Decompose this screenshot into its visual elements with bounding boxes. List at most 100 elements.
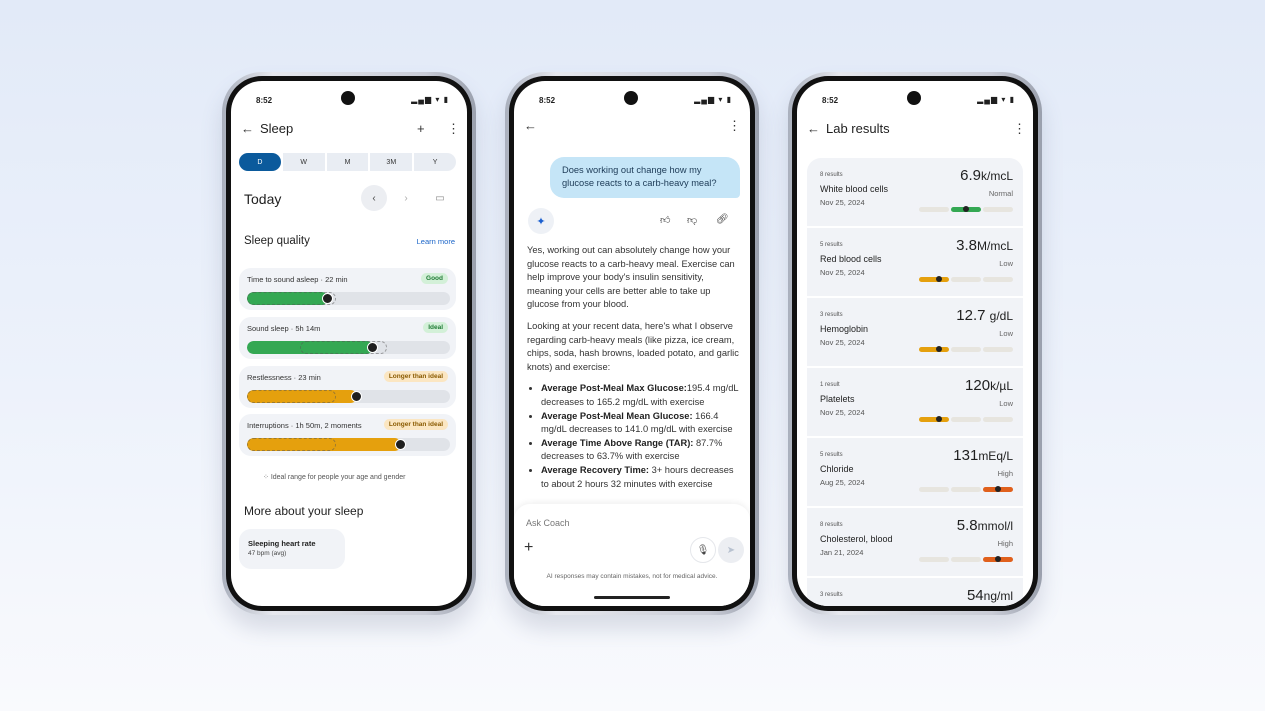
range-indicator [919,276,1013,282]
tab-m[interactable]: M [326,153,369,171]
value-number: 12.7 [956,307,990,324]
value-unit: g/dL [989,309,1013,323]
thumbs-down-icon[interactable]: 👎︎ [687,215,698,226]
range-segment [919,207,949,212]
back-arrow-icon[interactable]: ← [241,121,254,136]
back-arrow-icon[interactable]: ← [807,121,820,136]
lab-result-card[interactable]: 3 results 54ng/ml [807,578,1023,606]
value-unit: k/mcL [980,169,1013,183]
response-paragraph: Yes, working out can absolutely change h… [527,245,735,310]
lab-result-card[interactable]: 5 results Red blood cells Nov 25, 2024 3… [807,228,1023,296]
bullet-item: Average Post-Meal Mean Glucose: 166.4 mg… [541,410,739,437]
lab-result-card[interactable]: 1 result Platelets Nov 25, 2024 120k/µL … [807,368,1023,436]
sleeping-heart-rate-card[interactable]: Sleeping heart rate 47 bpm (avg) [239,529,345,569]
user-message-bubble: Does working out change how my glucose r… [550,157,740,198]
range-marker [995,486,1001,492]
value-unit: M/mcL [977,239,1013,253]
sleep-metric-card[interactable]: Restlessness · 23 min Longer than ideal [239,366,456,408]
status-time: 8:52 [539,96,556,105]
bullet-heading: Average Post-Meal Max Glucose: [541,383,687,394]
sleep-metric-card[interactable]: Time to sound asleep · 22 min Good [239,268,456,310]
bullet-item: Average Time Above Range (TAR): 87.7% de… [541,437,739,464]
tab-3m[interactable]: 3M [370,153,413,171]
learn-more-link[interactable]: Learn more [416,237,455,246]
send-icon[interactable]: ➤ [718,537,744,563]
range-marker [935,416,942,422]
status-icons: ▂▄▆ ▾ ▮ [694,95,732,104]
link-icon[interactable]: 🔗︎ [716,214,729,225]
result-count: 3 results [820,592,843,598]
chevron-right-icon: › [404,192,408,204]
metric-fill [247,438,402,451]
lab-date: Jan 21, 2024 [820,548,864,557]
thumbs-up-icon[interactable]: 👍︎ [660,215,671,226]
tab-d[interactable]: D [239,153,281,171]
metric-fill [247,341,373,354]
result-count: 1 result [820,382,840,388]
lab-name: Cholesterol, blood [820,534,893,544]
add-icon[interactable]: + [417,121,425,136]
sleep-screen: 8:52 ▂▄▆ ▾ ▮ ← Sleep + ⋮ D W M 3M Y Toda… [231,81,467,606]
metric-fill [247,292,329,305]
metric-label: Sound sleep · 5h 14m [247,324,321,333]
range-indicator [919,416,1013,422]
sleep-metric-card[interactable]: Interruptions · 1h 50m, 2 moments Longer… [239,414,456,456]
bullet-item: Average Post-Meal Max Glucose:195.4 mg/d… [541,382,739,409]
add-attachment-icon[interactable]: + [524,539,534,556]
result-count: 8 results [820,172,843,178]
response-bullets: Average Post-Meal Max Glucose:195.4 mg/d… [541,382,739,491]
back-arrow-icon[interactable]: ← [524,118,537,133]
ask-coach-input[interactable]: Ask Coach [526,518,570,528]
metric-label: Interruptions · 1h 50m, 2 moments [247,421,362,430]
lab-result-card[interactable]: 5 results Chloride Aug 25, 2024 131mEq/L… [807,438,1023,506]
ideal-legend: ⁘ Ideal range for people your age and ge… [263,473,405,481]
range-segment [951,487,981,492]
prev-day-button[interactable]: ‹ [361,185,387,211]
range-segment [951,417,981,422]
lab-result-card[interactable]: 8 results Cholesterol, blood Jan 21, 202… [807,508,1023,576]
lab-result-card[interactable]: 3 results Hemoglobin Nov 25, 2024 12.7 g… [807,298,1023,366]
more-title: More about your sleep [244,504,364,518]
lab-status: High [997,539,1013,548]
metric-label: Restlessness · 23 min [247,373,321,382]
ideal-range-icon: ⁘ [263,474,271,481]
more-menu-icon[interactable]: ⋮ [447,121,460,136]
result-count: 5 results [820,452,843,458]
range-segment [951,347,981,352]
metric-knob [322,293,334,304]
next-day-button[interactable]: › [393,185,419,211]
metric-bar [247,438,450,451]
bullet-heading: Average Time Above Range (TAR): [541,437,694,448]
bullet-heading: Average Post-Meal Mean Glucose: [541,410,693,421]
range-segment [951,206,981,212]
range-segment [983,347,1013,352]
calendar-icon[interactable]: ▭ [435,192,445,204]
status-time: 8:52 [822,96,839,105]
value-unit: ng/ml [983,589,1013,603]
lab-status: Low [999,259,1013,268]
lab-status: Low [999,399,1013,408]
sleep-metric-card[interactable]: Sound sleep · 5h 14m Ideal [239,317,456,359]
status-icons: ▂▄▆ ▾ ▮ [411,95,449,104]
range-segment [983,277,1013,282]
more-menu-icon[interactable]: ⋮ [1013,121,1026,136]
range-indicator [919,206,1013,212]
tab-w[interactable]: W [282,153,325,171]
range-marker [935,346,942,352]
sparkle-icon: ✦ [528,208,554,234]
bullet-text: 87.7% decreases to 63.7% with exercise [541,437,723,462]
metric-fill [247,390,357,403]
metric-badge: Ideal [423,322,448,333]
tab-y[interactable]: Y [414,153,456,171]
coach-response: Yes, working out can absolutely change h… [527,244,739,491]
section-title: Sleep quality [244,235,310,247]
more-menu-icon[interactable]: ⋮ [728,118,741,133]
card-value: 47 bpm (avg) [248,550,287,557]
result-count: 8 results [820,522,843,528]
mic-icon[interactable]: 🎙︎ [690,537,716,563]
range-segment [951,277,981,282]
composer: Ask Coach + 🎙︎ ➤ AI responses may contai… [514,504,750,606]
range-segment [919,487,949,492]
lab-name: Chloride [820,464,854,474]
lab-result-card[interactable]: 8 results White blood cells Nov 25, 2024… [807,158,1023,226]
